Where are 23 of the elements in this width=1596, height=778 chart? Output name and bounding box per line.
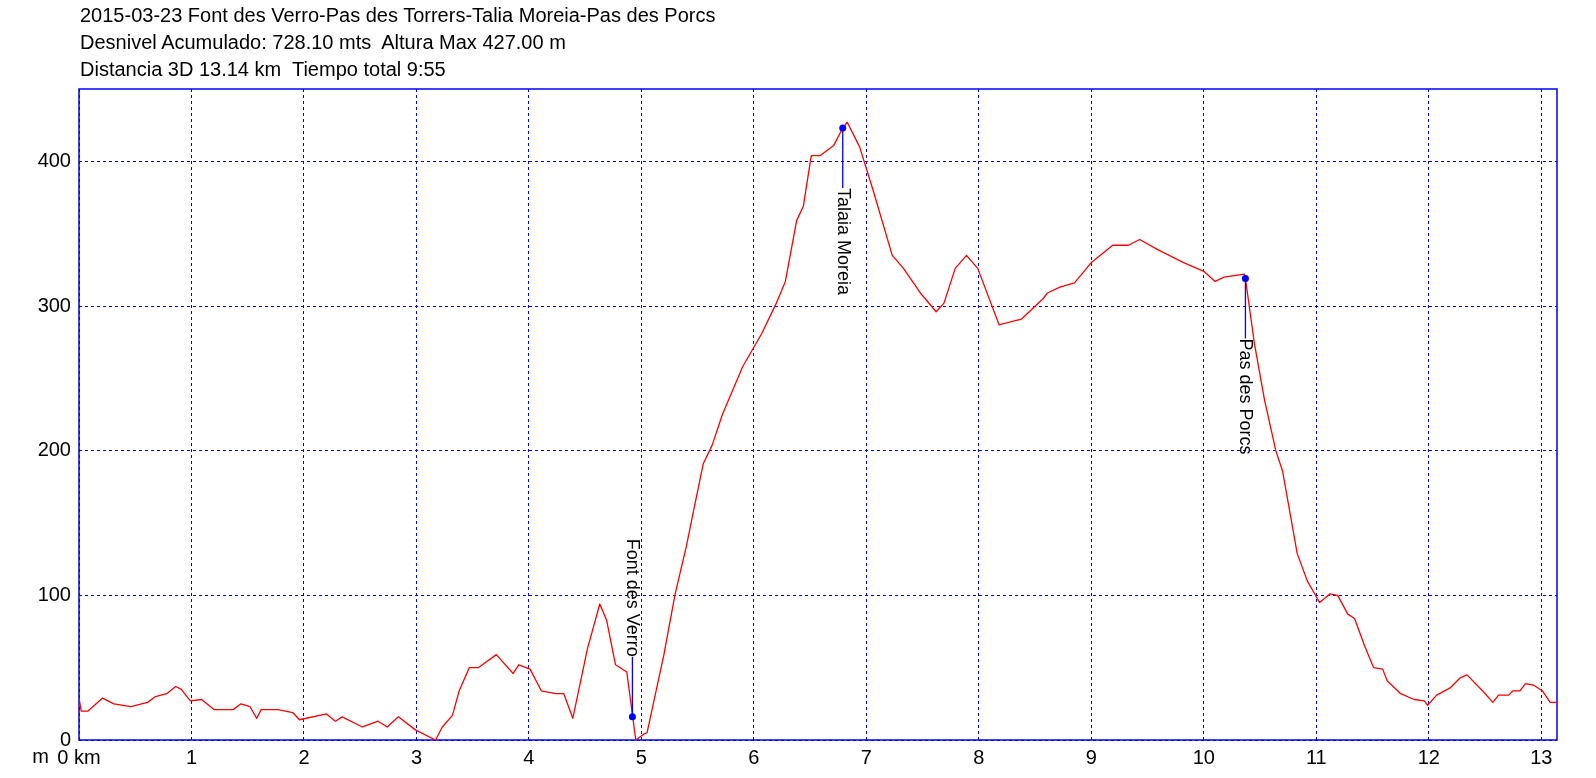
chart-subtitle: Desnivel Acumulado: 728.10 mts Altura Max 427.00 m Distancia 3D 13.14 km Tiempo total 9:55	[80, 30, 567, 82]
x-tick-label: 1	[185, 745, 198, 768]
x-tick-label: 5	[635, 745, 647, 768]
y-tick-label: 300	[37, 293, 71, 316]
x-tick-label: 10	[1192, 745, 1215, 768]
x-tick-label: 12	[1417, 745, 1440, 768]
x-tick-label: 13	[1530, 745, 1553, 768]
annotation: Pas des Porcs	[1236, 338, 1257, 455]
x-tick-label: 9	[1085, 745, 1097, 768]
x-tick-label: 7	[860, 745, 872, 768]
y-tick-label: 200	[37, 438, 71, 461]
x-tick-label: 2	[298, 745, 310, 768]
annotation: Font des Verro	[623, 538, 644, 657]
x-tick-label: 8	[973, 745, 985, 768]
x-tick-label: 6	[748, 745, 760, 768]
y-axis-title: m	[32, 744, 49, 767]
x-tick-label: 11	[1305, 745, 1327, 768]
y-tick-label: 100	[37, 582, 71, 605]
y-tick-label: 400	[37, 148, 71, 171]
x-tick-label: 4	[523, 745, 535, 768]
x-tick-label: 3	[410, 745, 423, 768]
chart-title: 2015-03-23 Font des Verro-Pas des Torrers-Talia Moreia-Pas des Porcs	[80, 3, 716, 28]
annotation: Talaia Moreia	[833, 188, 854, 297]
